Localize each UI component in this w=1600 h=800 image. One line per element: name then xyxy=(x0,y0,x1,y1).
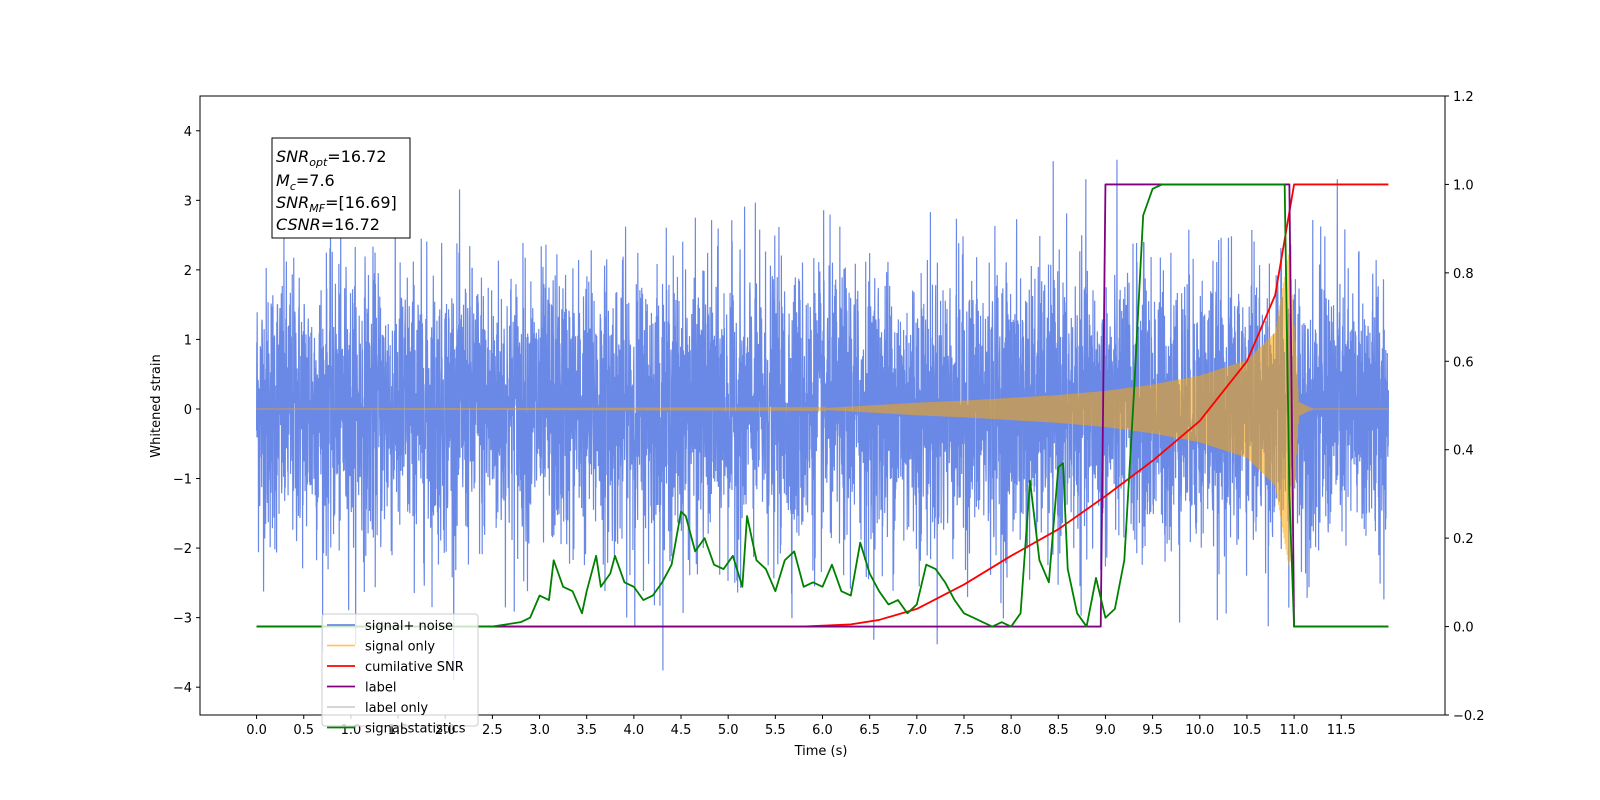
x-tick-label: 9.5 xyxy=(1142,723,1163,738)
x-tick-label: 1.5 xyxy=(388,723,409,738)
annotation-csnr-var: CSNR xyxy=(276,215,321,234)
x-axis: 0.0 0.5 1.0 1.5 2.0 2.5 3.0 3.5 4.0 4.5 5.0 5.5 6.0 6… xyxy=(246,715,1356,738)
x-tick-label: 2.5 xyxy=(482,723,503,738)
x-tick-label: 8.5 xyxy=(1048,723,1069,738)
legend: signal+ noise signal only cumilative SNR la… xyxy=(321,613,479,737)
x-tick-label: 5.5 xyxy=(765,723,786,738)
legend-label-signal-only: signal only xyxy=(365,640,435,655)
annotation-snr-mf-value: =[16.69] xyxy=(325,193,397,212)
annotation-mc-value: =7.6 xyxy=(296,171,335,190)
annotation-mc-var: M xyxy=(276,171,290,190)
svg-text:SNRMF=[16.69]: SNRMF=[16.69] xyxy=(276,193,397,215)
y-tick-label: 0 xyxy=(184,403,192,418)
x-tick-label: 10.5 xyxy=(1232,723,1261,738)
x-tick-label: 7.5 xyxy=(954,723,975,738)
y-tick-label: −1 xyxy=(173,473,192,488)
y-right-tick-label: −0.2 xyxy=(1453,709,1485,724)
y-axis-right: −0.2 0.0 0.2 0.4 0.6 0.8 1.0 1.2 xyxy=(1445,90,1485,724)
annotation-snr-opt-value: =16.72 xyxy=(327,147,386,166)
annotation-box: SNRopt=16.72 Mc=7.6 SNRMF=[16.69] CSNR=1… xyxy=(271,137,411,239)
x-tick-label: 6.0 xyxy=(812,723,833,738)
y-tick-label: −3 xyxy=(173,612,192,627)
legend-label-signal-noise: signal+ noise xyxy=(365,619,453,634)
series-signal-statistics xyxy=(256,183,1389,628)
x-tick-label: 3.5 xyxy=(576,723,597,738)
y-right-tick-label: 0.0 xyxy=(1453,621,1474,636)
x-tick-label: 7.0 xyxy=(906,723,927,738)
svg-text:SNRopt=16.72: SNRopt=16.72 xyxy=(276,147,387,169)
annotation-snr-opt-var: SNR xyxy=(276,147,309,166)
x-tick-label: 4.5 xyxy=(671,723,692,738)
x-tick-label: 4.0 xyxy=(624,723,645,738)
legend-label-cumilative-snr: cumilative SNR xyxy=(365,660,464,675)
x-tick-label: 3.0 xyxy=(529,723,550,738)
legend-label-label-only: label only xyxy=(365,701,428,716)
x-tick-label: 11.0 xyxy=(1280,723,1309,738)
legend-frame xyxy=(321,613,479,727)
y-right-tick-label: 0.4 xyxy=(1453,444,1474,459)
x-tick-label: 0.0 xyxy=(246,723,267,738)
y-right-tick-label: 1.2 xyxy=(1453,90,1474,105)
y-tick-label: 1 xyxy=(184,333,192,348)
y-right-tick-label: 0.2 xyxy=(1453,532,1474,547)
x-tick-label: 11.5 xyxy=(1327,723,1356,738)
series-cumilative-snr xyxy=(256,183,1389,628)
y-right-tick-label: 0.8 xyxy=(1453,267,1474,282)
y-right-tick-label: 0.6 xyxy=(1453,355,1474,370)
x-tick-label: 9.0 xyxy=(1095,723,1116,738)
y-axis-left: −4 −3 −2 −1 0 1 2 3 4 xyxy=(173,125,200,696)
legend-label-signal-statistics: signal statistics xyxy=(365,722,466,737)
y-tick-label: −2 xyxy=(173,542,192,557)
annotation-csnr-value: =16.72 xyxy=(321,215,380,234)
series-signal-only xyxy=(256,249,1389,567)
y-tick-label: 2 xyxy=(184,264,192,279)
x-tick-label: 10.0 xyxy=(1185,723,1214,738)
x-tick-label: 5.0 xyxy=(718,723,739,738)
x-axis-label: Time (s) xyxy=(794,744,848,759)
svg-text:CSNR=16.72: CSNR=16.72 xyxy=(276,215,380,234)
x-tick-label: 8.0 xyxy=(1001,723,1022,738)
annotation-snr-mf-var: SNR xyxy=(276,193,309,212)
series-layer xyxy=(255,159,1390,681)
y-axis-label: Whitened strain xyxy=(149,354,164,457)
series-signal-noise xyxy=(255,159,1390,681)
x-tick-label: 0.5 xyxy=(293,723,314,738)
x-tick-label: 6.5 xyxy=(859,723,880,738)
y-tick-label: 3 xyxy=(184,194,192,209)
legend-label-label: label xyxy=(365,681,396,696)
x-tick-label: 2.0 xyxy=(435,723,456,738)
annotation-snr-opt-sub: opt xyxy=(309,156,328,169)
y-tick-label: −4 xyxy=(173,681,192,696)
svg-text:Mc=7.6: Mc=7.6 xyxy=(276,171,335,193)
annotation-mc-sub: c xyxy=(290,180,296,193)
annotation-snr-mf-sub: MF xyxy=(309,202,325,215)
y-tick-label: 4 xyxy=(184,125,192,140)
y-right-tick-label: 1.0 xyxy=(1453,178,1474,193)
